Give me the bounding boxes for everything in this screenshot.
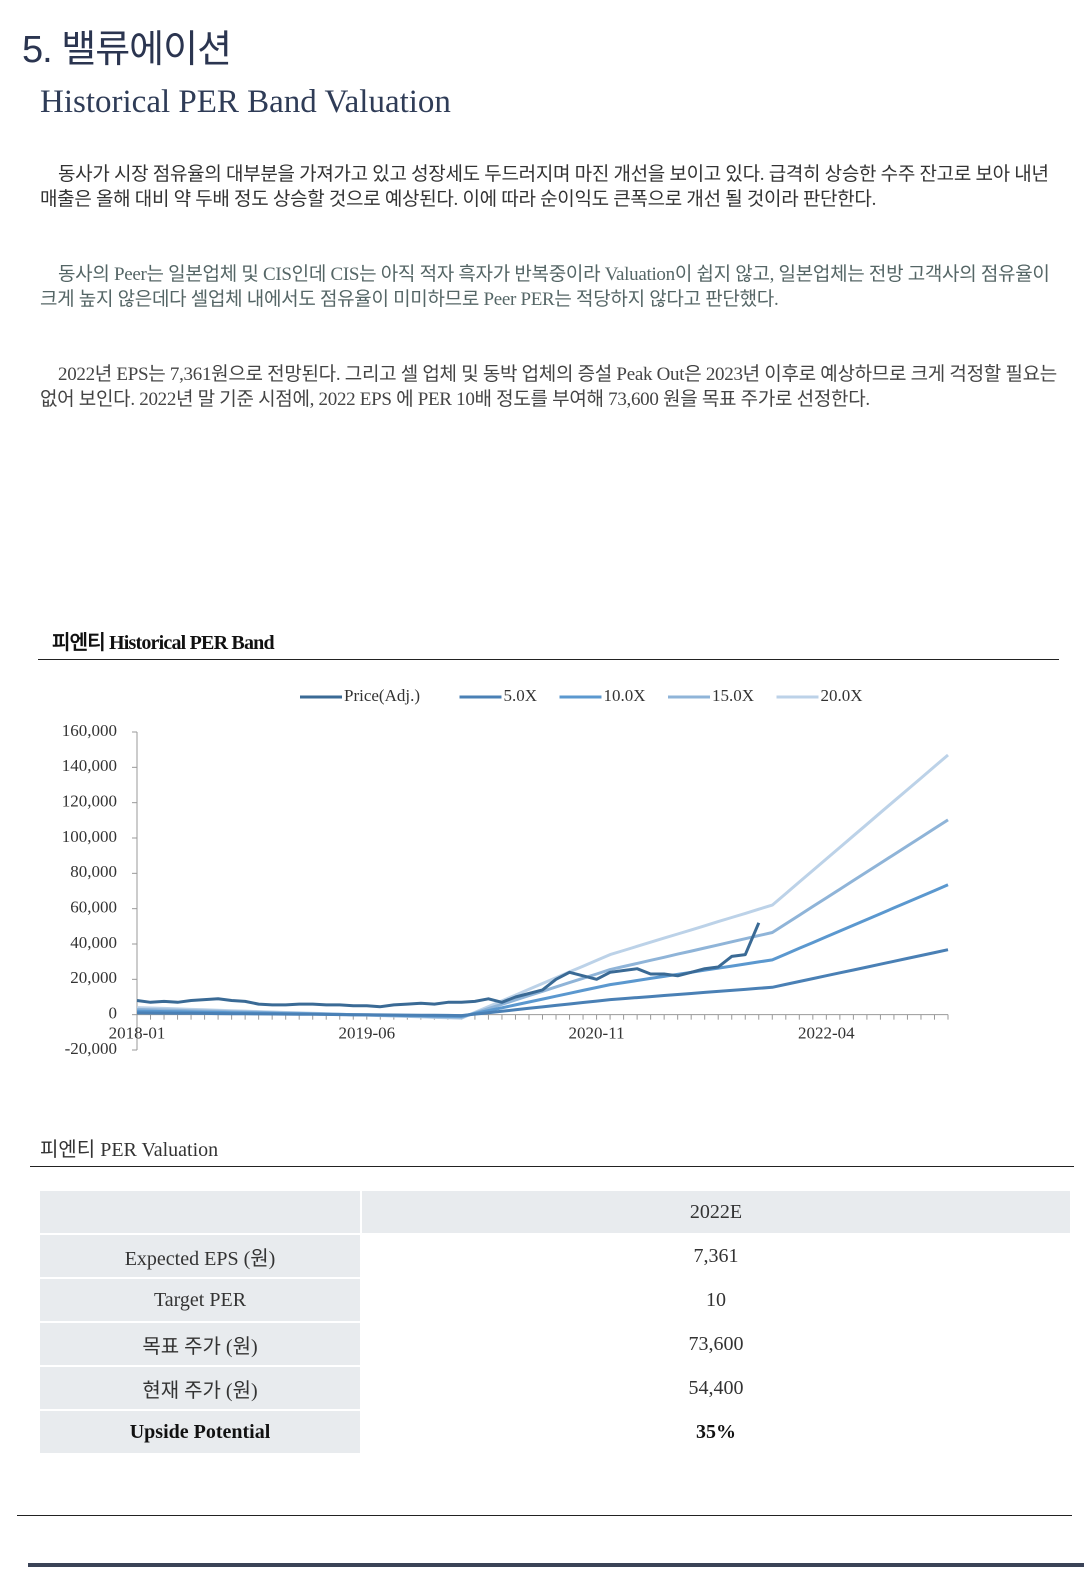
y-tick-label: 100,000 — [62, 827, 117, 846]
cell: 7,361 — [693, 1244, 739, 1267]
table-title: 피엔티 PER Valuation — [40, 1139, 219, 1161]
y-tick-label: 120,000 — [62, 792, 117, 811]
x-tick-label: 2019-06 — [338, 1024, 395, 1043]
y-tick-label: 0 — [109, 1004, 118, 1023]
paragraph: 2022년 EPS는 7,361원으로 전망된다. 그리고 셀 업체 및 동박 … — [40, 364, 1057, 410]
legend-label: 20.0X — [821, 686, 863, 705]
x-tick-label: 2018-01 — [109, 1024, 166, 1043]
paragraph: 동사가 시장 점유율의 대부분을 가져가고 있고 성장세도 두드러지며 마진 개… — [40, 164, 1049, 210]
table-row: Target PER 10 — [40, 1279, 1070, 1321]
table-row: 목표 주가 (원) 73,600 — [40, 1323, 1070, 1365]
legend-label: 10.0X — [604, 686, 646, 705]
divider — [38, 659, 1059, 660]
row-label: Expected EPS (원) — [40, 1235, 360, 1277]
series-line — [136, 753, 949, 1020]
valuation-table: 2022E Expected EPS (원) 7,361 Target PER 10 목표… — [38, 1189, 1072, 1455]
y-tick-label: 60,000 — [70, 898, 117, 917]
row-label: Target PER — [40, 1279, 360, 1321]
y-tick-label: 40,000 — [70, 933, 117, 952]
legend-label: Price(Adj.) — [344, 686, 420, 705]
cell: 10 — [706, 1288, 726, 1311]
section-title: 5. 밸류에이션 — [22, 29, 232, 71]
table-row: 현재 주가 (원) 54,400 — [40, 1367, 1070, 1409]
chart: -20,000 0 20,000 40,000 60,000 80,000 100,000 1… — [62, 686, 949, 1058]
header-cell — [40, 1191, 360, 1233]
x-tick-label: 2020-11 — [569, 1024, 625, 1043]
subtitle: Historical PER Band Valuation — [40, 84, 451, 120]
divider — [30, 1166, 1074, 1167]
cell: 54,400 — [688, 1376, 744, 1399]
legend-label: 5.0X — [504, 686, 538, 705]
cell: 35% — [696, 1420, 736, 1443]
cell: 73,600 — [688, 1332, 744, 1355]
row-label: 현재 주가 (원) — [40, 1367, 360, 1409]
y-tick-label: 20,000 — [70, 968, 117, 987]
table-row: Upside Potential 35% — [40, 1411, 1070, 1453]
series-line — [136, 948, 949, 1018]
table-row: Expected EPS (원) 7,361 — [40, 1235, 1070, 1277]
row-label: 목표 주가 (원) — [40, 1323, 360, 1365]
series-line — [136, 818, 949, 1019]
legend-label: 15.0X — [712, 686, 754, 705]
header-cell: 2022E — [362, 1191, 1070, 1233]
y-tick-label: -20,000 — [65, 1039, 117, 1058]
divider — [17, 1515, 1072, 1516]
x-tick-label: 2022-04 — [798, 1024, 855, 1043]
y-tick-label: 140,000 — [62, 756, 117, 775]
chart-title: 피엔티 Historical PER Band — [52, 632, 275, 654]
footer-bar — [28, 1563, 1084, 1567]
header-row: 2022E — [40, 1191, 1070, 1233]
table-body: 2022E Expected EPS (원) 7,361 Target PER 10 목표… — [40, 1191, 1070, 1453]
row-label: Upside Potential — [40, 1411, 360, 1453]
series-line — [136, 883, 949, 1018]
paragraph: 동사의 Peer는 일본업체 및 CIS인데 CIS는 아직 적자 흑자가 반복… — [40, 264, 1050, 310]
y-tick-label: 80,000 — [70, 862, 117, 881]
y-tick-label: 160,000 — [62, 721, 117, 740]
series-line — [136, 922, 761, 1009]
